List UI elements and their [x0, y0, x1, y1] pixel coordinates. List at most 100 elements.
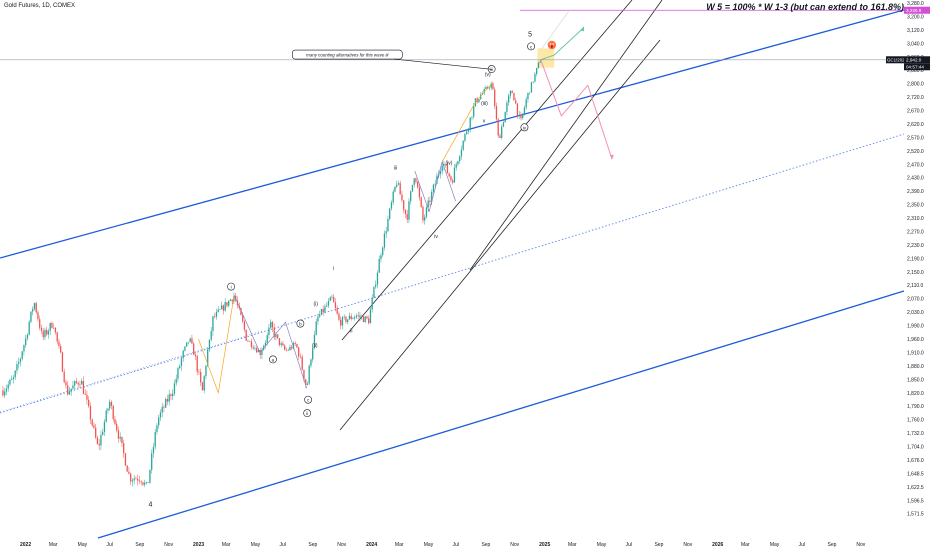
purple-wave-sketch[interactable] [233, 295, 308, 389]
red-projection-path[interactable] [540, 59, 613, 160]
black-channel-lower-line[interactable] [339, 39, 661, 431]
y-tick-label: 3,120.0 [907, 28, 924, 34]
candle [282, 340, 284, 347]
candle-body [520, 114, 522, 119]
candle-body [212, 316, 214, 332]
candle [369, 306, 372, 324]
green-projection-path[interactable] [540, 27, 584, 61]
candle [205, 364, 207, 380]
candle-body [452, 180, 454, 183]
candle [429, 196, 431, 207]
candle-body [161, 406, 163, 413]
candle-body [16, 364, 18, 371]
candle [361, 314, 363, 320]
orange-wave-sketch-2[interactable] [441, 83, 492, 162]
black-channel-upper-line[interactable] [341, 0, 633, 341]
candle-body [499, 135, 501, 138]
candle [84, 389, 86, 396]
candle-body [522, 113, 524, 119]
candle [39, 315, 41, 331]
candle [453, 163, 456, 183]
candle-body [508, 95, 510, 103]
candle [488, 86, 491, 91]
candle-body [420, 197, 422, 207]
candle-body [105, 410, 107, 422]
candle-body [383, 233, 386, 248]
candle [123, 439, 125, 458]
candle [331, 294, 333, 300]
candle [28, 320, 30, 336]
candle [299, 353, 302, 359]
candle-body [408, 201, 410, 220]
candle [504, 111, 506, 123]
candle-body [310, 359, 312, 366]
candle [256, 344, 258, 354]
y-tick-label: 1,880.0 [907, 364, 924, 370]
candle-body [19, 358, 22, 363]
candle [32, 306, 34, 316]
candle [469, 117, 471, 133]
candle [536, 67, 538, 77]
candle-body [84, 393, 86, 395]
wave-label: iii [394, 165, 397, 171]
x-tick-label: Jul [453, 542, 459, 548]
upper-blue-channel-line[interactable] [0, 9, 905, 259]
candle-body [467, 128, 470, 132]
candle-body [138, 480, 141, 482]
faint-green-projection-path[interactable] [540, 11, 569, 51]
candle-body [324, 306, 326, 313]
candle [350, 313, 352, 321]
lower-blue-channel-line[interactable] [97, 290, 905, 539]
candle [172, 389, 174, 400]
candle [326, 302, 328, 308]
x-tick-label: Sep [481, 542, 490, 548]
black-channel-mid-line[interactable] [469, 0, 663, 271]
candle [492, 81, 494, 90]
candle-body [292, 343, 295, 349]
candle-body [462, 140, 464, 150]
candle [445, 163, 447, 168]
candle [289, 344, 291, 351]
candle [347, 319, 349, 325]
candle [490, 81, 492, 91]
candle-body [91, 419, 93, 426]
candle-body [313, 334, 316, 349]
candle-body [231, 299, 233, 302]
candle-body [186, 342, 188, 347]
wave-i-extension-line[interactable] [0, 330, 263, 413]
x-tick-label: Nov [510, 542, 519, 548]
wave-label-circle [304, 395, 313, 404]
candle-body [376, 272, 379, 285]
candle [47, 328, 50, 339]
candle-body [147, 482, 149, 483]
candle [138, 475, 141, 484]
candle [51, 321, 53, 329]
wave-label: ii [306, 411, 308, 416]
candle [527, 92, 529, 103]
candle [273, 323, 275, 341]
x-tick-label: Nov [164, 542, 173, 548]
candle [291, 344, 293, 351]
candle-body [205, 365, 207, 377]
candle [23, 344, 25, 356]
candle-body [179, 366, 181, 369]
y-tick-label: 3,280.0 [907, 1, 924, 7]
dotted-mid-channel-line[interactable] [0, 133, 905, 414]
candle-body [180, 358, 183, 367]
candle [373, 286, 375, 299]
orange-wave-sketch[interactable] [198, 295, 235, 395]
candle-body [93, 425, 95, 428]
candle [89, 402, 92, 424]
x-tick-label: Nov [683, 542, 692, 548]
red-projection-arrowhead [609, 154, 614, 160]
emoji-eye [549, 43, 552, 45]
candle [401, 190, 403, 203]
purple-wave-sketch-2[interactable] [414, 160, 456, 213]
candle [448, 172, 450, 178]
candle [98, 439, 100, 451]
candle [312, 346, 314, 363]
candle-body [375, 284, 377, 287]
candle-body [516, 103, 519, 116]
